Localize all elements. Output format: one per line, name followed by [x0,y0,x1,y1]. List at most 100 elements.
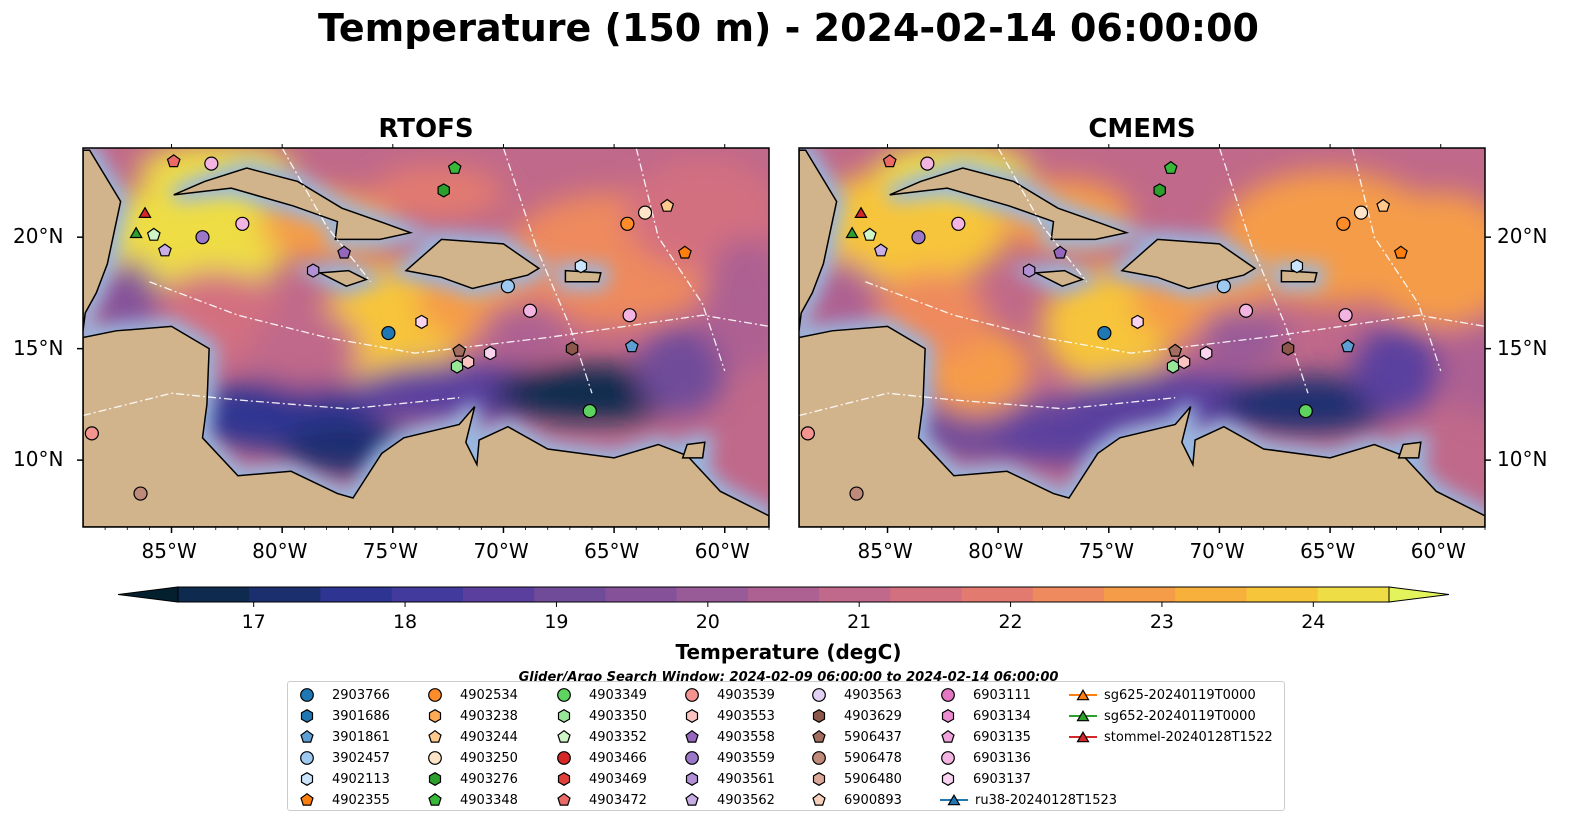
land-polygon-3 [404,238,541,290]
land-polygon-0 [799,325,1485,527]
map-panel-rtofs [77,144,770,533]
colorbar-segment [320,587,393,602]
legend-label: 6903134 [973,708,1031,724]
marker-stommel-20240128T1522-0 [138,206,152,218]
legend-marker [947,794,961,806]
marker-4903276-0 [1153,183,1166,198]
legend-label: 3901861 [332,729,390,745]
legend-item: 6900893 [810,790,902,810]
marker-4903349-0 [582,403,597,419]
legend-marker-pentagon-icon [685,792,699,806]
legend-item: 4903558 [683,727,775,747]
legend-label: 4903244 [460,729,518,745]
legend-marker-circle-icon [941,688,955,702]
land-polygon-5 [1280,269,1318,283]
legend-marker-hexagon-icon [941,772,955,786]
colorbar-segment [961,587,1034,602]
legend-marker-hexagon-icon [941,709,955,723]
legend-item: 2903766 [298,685,390,705]
legend-item: 4903238 [426,706,518,726]
legend-marker-hexagon-icon [557,709,571,723]
legend-label: 6903137 [973,771,1031,787]
legend-marker [557,772,571,786]
legend-marker-pentagon-icon [300,729,314,743]
legend-marker [685,688,699,702]
marker-4903352-0 [146,227,161,241]
legend-marker [812,792,826,806]
xtick-label: 75°W [362,539,419,563]
legend-marker [300,792,314,806]
marker-6903136-1 [1238,303,1254,318]
legend-marker [428,709,442,723]
legend-item: 4903553 [683,706,775,726]
legend-marker-circle-icon [428,751,442,765]
land-polygon-2 [173,167,414,241]
colorbar-tick-label: 21 [847,611,872,633]
legend-item: 3901861 [298,727,390,747]
legend-marker [1076,710,1090,722]
legend-marker [941,709,955,723]
legend-marker [300,729,314,743]
legend-label: 4903348 [460,792,518,808]
marker-6903136-3 [204,156,219,171]
marker-6903136-2 [1338,308,1353,323]
legend-marker [557,729,571,743]
legend-marker [685,792,699,806]
legend-label: ru38-20240128T1523 [975,792,1118,808]
legend-marker [685,751,699,765]
marker-6903136-0 [951,216,966,231]
ytick-label: 10°N [1497,447,1548,472]
marker-4903539-0 [84,426,99,441]
marker-4903250-0 [1353,205,1369,220]
panel-title-cmems: CMEMS [1088,114,1196,144]
marker-4903472-0 [882,154,897,168]
legend-marker-circle-icon [300,688,314,702]
colorbar-segment [747,587,820,602]
marker-4903539-0 [800,426,815,441]
legend-label: 2903766 [332,687,390,703]
legend-marker [812,772,826,786]
legend-label: 4903539 [717,687,775,703]
marker-sg652-20240119T0000-0 [845,226,859,239]
land-polygon-2 [889,167,1130,241]
marker-6903137-1 [483,345,497,361]
legend-marker-circle-icon [812,751,826,765]
colorbar-segment [391,587,464,602]
legend-marker-circle-icon [557,751,571,765]
colorbar-segment [1104,587,1176,602]
legend-marker [685,709,699,723]
legend-marker-pentagon-icon [812,729,826,743]
legend-label: 3901686 [332,708,390,724]
land-polygon-6 [681,441,706,459]
marker-3902457-0 [1216,279,1231,294]
marker-6903136-2 [622,308,637,323]
figure-title: Temperature (150 m) - 2024-02-14 06:00:0… [317,6,1259,50]
legend-label: 6900893 [844,792,902,808]
legend-item: 4902355 [298,790,390,810]
marker-4902113-0 [1290,259,1304,274]
legend-item: 6903134 [939,706,1031,726]
legend-marker [1076,689,1090,701]
marker-4903559-0 [195,230,210,245]
map-panel-cmems [798,144,1491,533]
legend-marker-hexagon-icon [428,709,442,723]
legend-marker-pentagon-icon [812,792,826,806]
colorbar-segment [890,587,963,602]
legend-label: stommel-20240128T1522 [1104,729,1273,745]
legend-item: 4903472 [555,790,647,810]
legend-marker-pentagon-icon [300,792,314,806]
legend-marker-hexagon-icon [812,709,826,723]
marker-3901861-0 [1340,339,1355,353]
legend-label: 4902534 [460,687,518,703]
legend-item: 4903563 [810,685,902,705]
legend-marker-pentagon-icon [685,729,699,743]
legend-label: 4903276 [460,771,518,787]
colorbar-tick-label: 24 [1301,611,1326,633]
legend-marker [941,688,955,702]
colorbar-segment [676,587,749,602]
colorbar-tick-label: 19 [544,611,569,633]
marker-6903136-3 [920,156,935,171]
colorbar-tick-label: 18 [392,611,418,633]
xtick-label: 60°W [694,539,750,563]
